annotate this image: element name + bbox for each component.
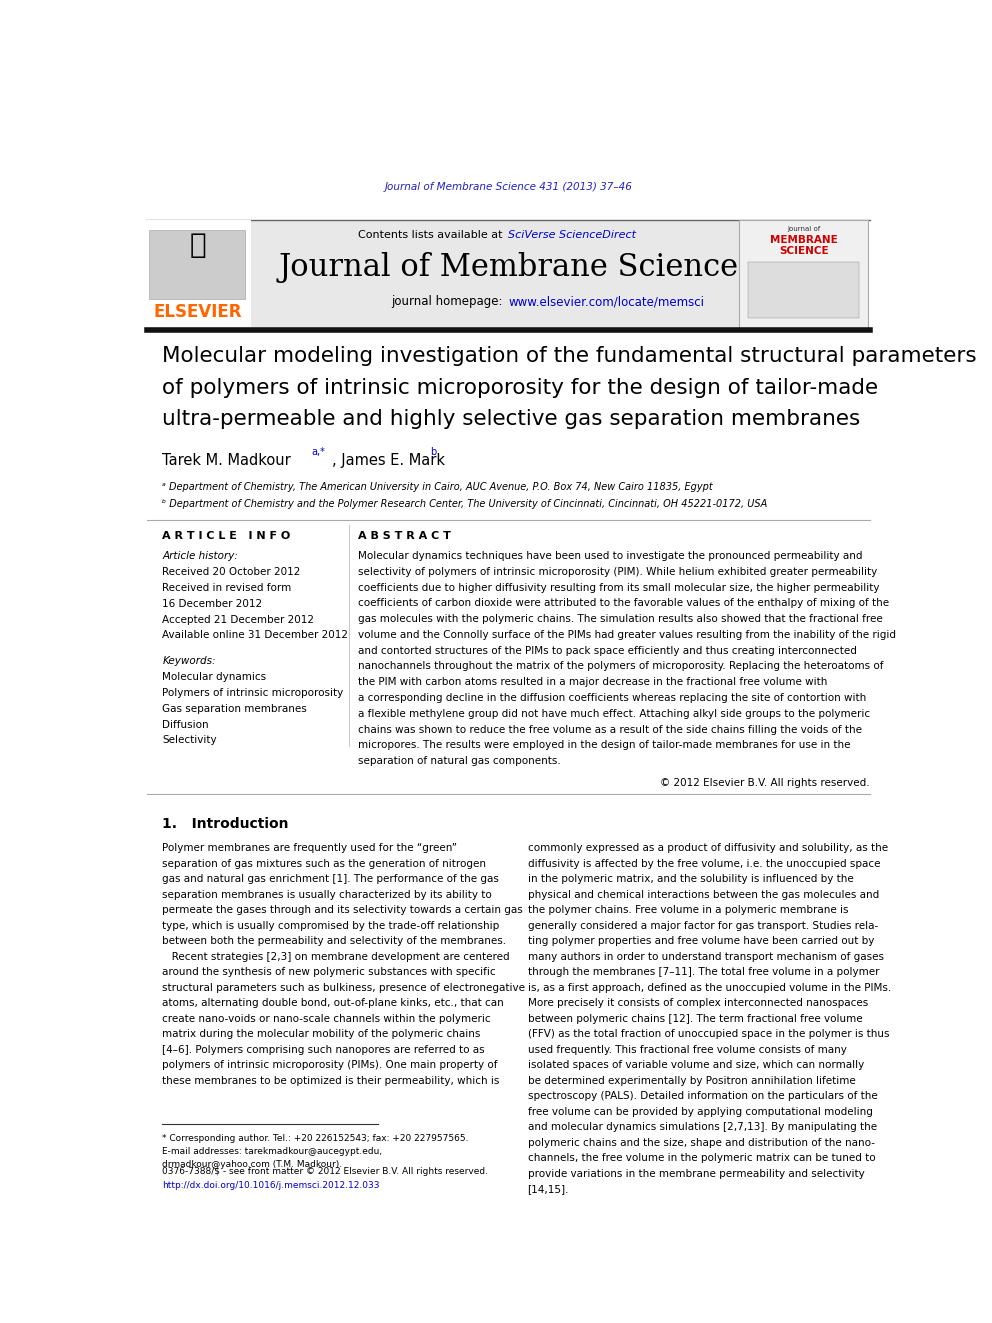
Text: 1.   Introduction: 1. Introduction <box>163 816 289 831</box>
Text: Article history:: Article history: <box>163 550 238 561</box>
Text: MEMBRANE: MEMBRANE <box>770 235 837 245</box>
Text: many authors in order to understand transport mechanism of gases: many authors in order to understand tran… <box>528 951 884 962</box>
Text: volume and the Connolly surface of the PIMs had greater values resulting from th: volume and the Connolly surface of the P… <box>358 630 897 640</box>
Text: and contorted structures of the PIMs to pack space efficiently and thus creating: and contorted structures of the PIMs to … <box>358 646 857 656</box>
Text: Contents lists available at: Contents lists available at <box>358 230 506 239</box>
Text: separation membranes is usually characterized by its ability to: separation membranes is usually characte… <box>163 890 492 900</box>
Text: micropores. The results were employed in the design of tailor-made membranes for: micropores. The results were employed in… <box>358 741 851 750</box>
Text: between polymeric chains [12]. The term fractional free volume: between polymeric chains [12]. The term … <box>528 1013 862 1024</box>
FancyBboxPatch shape <box>147 220 251 329</box>
Text: Molecular modeling investigation of the fundamental structural parameters: Molecular modeling investigation of the … <box>163 347 977 366</box>
Text: Polymer membranes are frequently used for the “green”: Polymer membranes are frequently used fo… <box>163 843 457 853</box>
Text: around the synthesis of new polymeric substances with specific: around the synthesis of new polymeric su… <box>163 967 496 978</box>
Text: ultra-permeable and highly selective gas separation membranes: ultra-permeable and highly selective gas… <box>163 409 861 430</box>
Text: chains was shown to reduce the free volume as a result of the side chains fillin: chains was shown to reduce the free volu… <box>358 725 862 734</box>
Text: the polymer chains. Free volume in a polymeric membrane is: the polymer chains. Free volume in a pol… <box>528 905 848 916</box>
Text: atoms, alternating double bond, out-of-plane kinks, etc., that can: atoms, alternating double bond, out-of-p… <box>163 998 504 1008</box>
Text: separation of natural gas components.: separation of natural gas components. <box>358 757 561 766</box>
Text: Available online 31 December 2012: Available online 31 December 2012 <box>163 631 348 640</box>
Text: journal homepage:: journal homepage: <box>391 295 506 308</box>
Text: in the polymeric matrix, and the solubility is influenced by the: in the polymeric matrix, and the solubil… <box>528 875 853 884</box>
Text: polymers of intrinsic microporosity (PIMs). One main property of: polymers of intrinsic microporosity (PIM… <box>163 1060 498 1070</box>
Text: www.elsevier.com/locate/memsci: www.elsevier.com/locate/memsci <box>509 295 704 308</box>
Text: (FFV) as the total fraction of unoccupied space in the polymer is thus: (FFV) as the total fraction of unoccupie… <box>528 1029 889 1039</box>
Text: ᵃ Department of Chemistry, The American University in Cairo, AUC Avenue, P.O. Bo: ᵃ Department of Chemistry, The American … <box>163 482 713 492</box>
Text: type, which is usually compromised by the trade-off relationship: type, which is usually compromised by th… <box>163 921 500 931</box>
Text: A R T I C L E   I N F O: A R T I C L E I N F O <box>163 531 291 541</box>
Text: separation of gas mixtures such as the generation of nitrogen: separation of gas mixtures such as the g… <box>163 859 486 869</box>
Text: SCIENCE: SCIENCE <box>779 246 828 257</box>
Text: the PIM with carbon atoms resulted in a major decrease in the fractional free vo: the PIM with carbon atoms resulted in a … <box>358 677 828 687</box>
Text: ting polymer properties and free volume have been carried out by: ting polymer properties and free volume … <box>528 937 874 946</box>
Text: Molecular dynamics techniques have been used to investigate the pronounced perme: Molecular dynamics techniques have been … <box>358 550 863 561</box>
Text: a flexible methylene group did not have much effect. Attaching alkyl side groups: a flexible methylene group did not have … <box>358 709 871 718</box>
Text: [4–6]. Polymers comprising such nanopores are referred to as: [4–6]. Polymers comprising such nanopore… <box>163 1045 485 1054</box>
Text: matrix during the molecular mobility of the polymeric chains: matrix during the molecular mobility of … <box>163 1029 481 1039</box>
Text: Keywords:: Keywords: <box>163 656 216 667</box>
FancyBboxPatch shape <box>748 262 859 318</box>
Text: selectivity of polymers of intrinsic microporosity (PIM). While helium exhibited: selectivity of polymers of intrinsic mic… <box>358 566 878 577</box>
Text: A B S T R A C T: A B S T R A C T <box>358 531 451 541</box>
Text: create nano-voids or nano-scale channels within the polymeric: create nano-voids or nano-scale channels… <box>163 1013 491 1024</box>
Text: * Corresponding author. Tel.: +20 226152543; fax: +20 227957565.: * Corresponding author. Tel.: +20 226152… <box>163 1134 469 1143</box>
Text: spectroscopy (PALS). Detailed information on the particulars of the: spectroscopy (PALS). Detailed informatio… <box>528 1091 877 1101</box>
Text: © 2012 Elsevier B.V. All rights reserved.: © 2012 Elsevier B.V. All rights reserved… <box>660 778 870 789</box>
Text: provide variations in the membrane permeability and selectivity: provide variations in the membrane perme… <box>528 1168 864 1179</box>
Text: gas and natural gas enrichment [1]. The performance of the gas: gas and natural gas enrichment [1]. The … <box>163 875 499 884</box>
Text: structural parameters such as bulkiness, presence of electronegative: structural parameters such as bulkiness,… <box>163 983 526 992</box>
Text: SciVerse ScienceDirect: SciVerse ScienceDirect <box>509 230 637 239</box>
Text: Selectivity: Selectivity <box>163 736 217 745</box>
Text: Gas separation membranes: Gas separation membranes <box>163 704 308 714</box>
Text: isolated spaces of variable volume and size, which can normally: isolated spaces of variable volume and s… <box>528 1060 864 1070</box>
Text: Polymers of intrinsic microporosity: Polymers of intrinsic microporosity <box>163 688 343 699</box>
Text: a,*: a,* <box>311 447 325 456</box>
Text: , James E. Mark: , James E. Mark <box>331 454 444 468</box>
Text: free volume can be provided by applying computational modeling: free volume can be provided by applying … <box>528 1106 873 1117</box>
Text: [14,15].: [14,15]. <box>528 1184 569 1193</box>
Text: coefficients of carbon dioxide were attributed to the favorable values of the en: coefficients of carbon dioxide were attr… <box>358 598 890 609</box>
Text: 🌲: 🌲 <box>189 232 206 259</box>
Text: journal of: journal of <box>787 226 820 232</box>
FancyBboxPatch shape <box>150 230 245 299</box>
Text: Recent strategies [2,3] on membrane development are centered: Recent strategies [2,3] on membrane deve… <box>163 951 510 962</box>
Text: used frequently. This fractional free volume consists of many: used frequently. This fractional free vo… <box>528 1045 846 1054</box>
FancyBboxPatch shape <box>739 220 868 329</box>
Text: drmadkour@yahoo.com (T.M. Madkour).: drmadkour@yahoo.com (T.M. Madkour). <box>163 1160 342 1170</box>
Text: coefficients due to higher diffusivity resulting from its small molecular size, : coefficients due to higher diffusivity r… <box>358 582 880 593</box>
Text: b: b <box>430 447 436 456</box>
Text: Journal of Membrane Science: Journal of Membrane Science <box>279 253 738 283</box>
Text: Molecular dynamics: Molecular dynamics <box>163 672 267 683</box>
Text: Accepted 21 December 2012: Accepted 21 December 2012 <box>163 615 314 624</box>
Text: E-mail addresses: tarekmadkour@aucegypt.edu,: E-mail addresses: tarekmadkour@aucegypt.… <box>163 1147 383 1156</box>
FancyBboxPatch shape <box>251 220 739 329</box>
Text: 16 December 2012: 16 December 2012 <box>163 599 263 609</box>
Text: is, as a first approach, defined as the unoccupied volume in the PIMs.: is, as a first approach, defined as the … <box>528 983 891 992</box>
Text: through the membranes [7–11]. The total free volume in a polymer: through the membranes [7–11]. The total … <box>528 967 879 978</box>
Text: be determined experimentally by Positron annihilation lifetime: be determined experimentally by Positron… <box>528 1076 855 1086</box>
Text: physical and chemical interactions between the gas molecules and: physical and chemical interactions betwe… <box>528 890 879 900</box>
Text: diffusivity is affected by the free volume, i.e. the unoccupied space: diffusivity is affected by the free volu… <box>528 859 880 869</box>
Text: Tarek M. Madkour: Tarek M. Madkour <box>163 454 292 468</box>
Text: gas molecules with the polymeric chains. The simulation results also showed that: gas molecules with the polymeric chains.… <box>358 614 883 624</box>
Text: More precisely it consists of complex interconnected nanospaces: More precisely it consists of complex in… <box>528 998 868 1008</box>
Text: 0376-7388/$ - see front matter © 2012 Elsevier B.V. All rights reserved.: 0376-7388/$ - see front matter © 2012 El… <box>163 1167 488 1176</box>
Text: http://dx.doi.org/10.1016/j.memsci.2012.12.033: http://dx.doi.org/10.1016/j.memsci.2012.… <box>163 1180 380 1189</box>
Text: of polymers of intrinsic microporosity for the design of tailor-made: of polymers of intrinsic microporosity f… <box>163 378 879 398</box>
Text: Received 20 October 2012: Received 20 October 2012 <box>163 568 301 577</box>
Text: ELSEVIER: ELSEVIER <box>154 303 242 321</box>
Text: Diffusion: Diffusion <box>163 720 209 729</box>
Text: polymeric chains and the size, shape and distribution of the nano-: polymeric chains and the size, shape and… <box>528 1138 875 1147</box>
Text: Received in revised form: Received in revised form <box>163 583 292 593</box>
Text: permeate the gases through and its selectivity towards a certain gas: permeate the gases through and its selec… <box>163 905 523 916</box>
Text: and molecular dynamics simulations [2,7,13]. By manipulating the: and molecular dynamics simulations [2,7,… <box>528 1122 877 1132</box>
Text: commonly expressed as a product of diffusivity and solubility, as the: commonly expressed as a product of diffu… <box>528 843 888 853</box>
Text: between both the permeability and selectivity of the membranes.: between both the permeability and select… <box>163 937 507 946</box>
Text: channels, the free volume in the polymeric matrix can be tuned to: channels, the free volume in the polymer… <box>528 1154 875 1163</box>
Text: nanochannels throughout the matrix of the polymers of microporosity. Replacing t: nanochannels throughout the matrix of th… <box>358 662 884 672</box>
Text: these membranes to be optimized is their permeability, which is: these membranes to be optimized is their… <box>163 1076 500 1086</box>
Text: a corresponding decline in the diffusion coefficients whereas replacing the site: a corresponding decline in the diffusion… <box>358 693 867 703</box>
Text: ᵇ Department of Chemistry and the Polymer Research Center, The University of Cin: ᵇ Department of Chemistry and the Polyme… <box>163 499 768 509</box>
Text: generally considered a major factor for gas transport. Studies rela-: generally considered a major factor for … <box>528 921 878 931</box>
Text: Journal of Membrane Science 431 (2013) 37–46: Journal of Membrane Science 431 (2013) 3… <box>385 183 632 192</box>
